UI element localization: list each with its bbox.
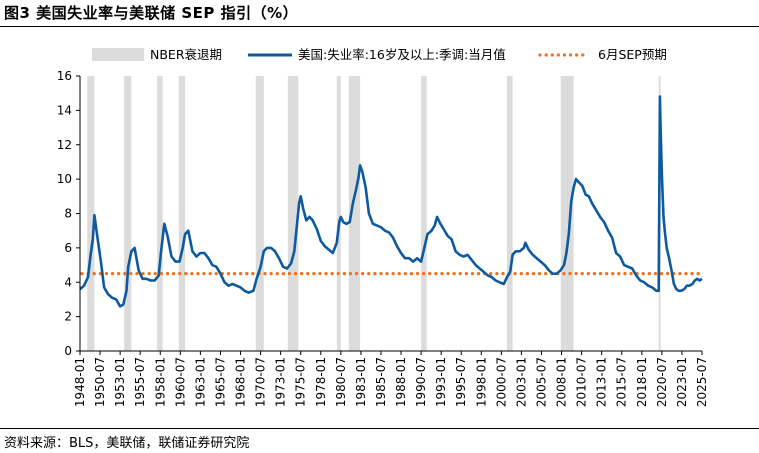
recession-band-7: [348, 76, 361, 351]
recession-band-6: [336, 76, 341, 351]
recession-band-3: [178, 76, 186, 351]
x-tick-label: 1965-07: [213, 357, 227, 407]
source-note: 资料来源：BLS，美联储，联储证券研究院: [4, 436, 250, 451]
recession-band-1: [124, 76, 132, 351]
unemployment-line: [79, 95, 703, 308]
unemployment-chart: 0 2 4 6 8 10 12 14 16 1948-01 1950-07 1953-01 1955-0…: [57, 47, 709, 407]
x-tick-label: 1963-01: [193, 357, 207, 407]
legend-unemployment-label: 美国:失业率:16岁及以上:季调:当月值: [298, 47, 506, 62]
x-tick-label: 2010-07: [575, 357, 589, 407]
legend-sep-label: 6月SEP预期: [598, 47, 667, 62]
title-rule: [0, 26, 759, 27]
legend-recession-swatch: [92, 48, 144, 61]
x-tick-label: 2008-01: [555, 357, 569, 407]
legend: NBER衰退期 美国:失业率:16岁及以上:季调:当月值 6月SEP预期: [92, 47, 667, 62]
x-tick-label: 1975-07: [294, 357, 308, 407]
y-tick-label: 6: [64, 241, 72, 255]
axes: 0 2 4 6 8 10 12 14 16 1948-01 1950-07 1953-01 1955-0…: [57, 69, 709, 407]
x-tick-label: 1973-01: [274, 357, 288, 407]
recession-band-5: [287, 76, 299, 351]
x-tick-label: 2003-01: [514, 357, 528, 407]
y-tick-label: 12: [57, 138, 72, 152]
x-tick-label: 1990-07: [414, 357, 428, 407]
x-tick-label: 1968-01: [234, 357, 248, 407]
x-tick-label: 2018-01: [635, 357, 649, 407]
y-tick-label: 10: [57, 172, 72, 186]
y-tick-label: 14: [57, 103, 72, 117]
x-tick-label: 1980-07: [334, 357, 348, 407]
x-tick-label: 1993-01: [434, 357, 448, 407]
y-tick-label: 8: [64, 207, 72, 221]
y-tick-label: 16: [57, 69, 72, 83]
recession-band-2: [157, 76, 163, 351]
x-tick-label: 1985-07: [374, 357, 388, 407]
recession-band-10: [560, 76, 574, 351]
recession-band-9: [506, 76, 513, 351]
x-tick-label: 1948-01: [73, 357, 87, 407]
x-tick-label: 1950-07: [93, 357, 107, 407]
x-tick-label: 2020-07: [655, 357, 669, 407]
recession-bands: [87, 76, 661, 351]
recession-band-0: [87, 76, 95, 351]
y-tick-label: 4: [64, 275, 72, 289]
x-tick-label: 1970-07: [254, 357, 268, 407]
source-rule: [0, 428, 759, 429]
x-tick-label: 2015-07: [615, 357, 629, 407]
x-tick-label: 1960-07: [173, 357, 187, 407]
unemployment-series: [79, 95, 703, 308]
x-tick-label: 2000-07: [494, 357, 508, 407]
x-tick-label: 1998-01: [474, 357, 488, 407]
x-tick-label: 1955-07: [133, 357, 147, 407]
x-tick-label: 1978-01: [314, 357, 328, 407]
x-tick-label: 1983-01: [354, 357, 368, 407]
x-tick-label: 2025-07: [695, 357, 709, 407]
y-tick-label: 2: [64, 310, 72, 324]
x-tick-label: 2013-01: [595, 357, 609, 407]
x-tick-label: 2005-07: [534, 357, 548, 407]
recession-band-8: [421, 76, 427, 351]
x-tick-label: 1995-07: [454, 357, 468, 407]
legend-recession-label: NBER衰退期: [150, 47, 222, 62]
recession-band-4: [255, 76, 264, 351]
x-tick-label: 2023-01: [675, 357, 689, 407]
x-tick-label: 1988-01: [394, 357, 408, 407]
figure-title: 图3 美国失业率与美联储 SEP 指引（%）: [4, 4, 299, 22]
y-tick-label: 0: [64, 344, 72, 358]
x-tick-label: 1958-01: [153, 357, 167, 407]
x-tick-label: 1953-01: [113, 357, 127, 407]
